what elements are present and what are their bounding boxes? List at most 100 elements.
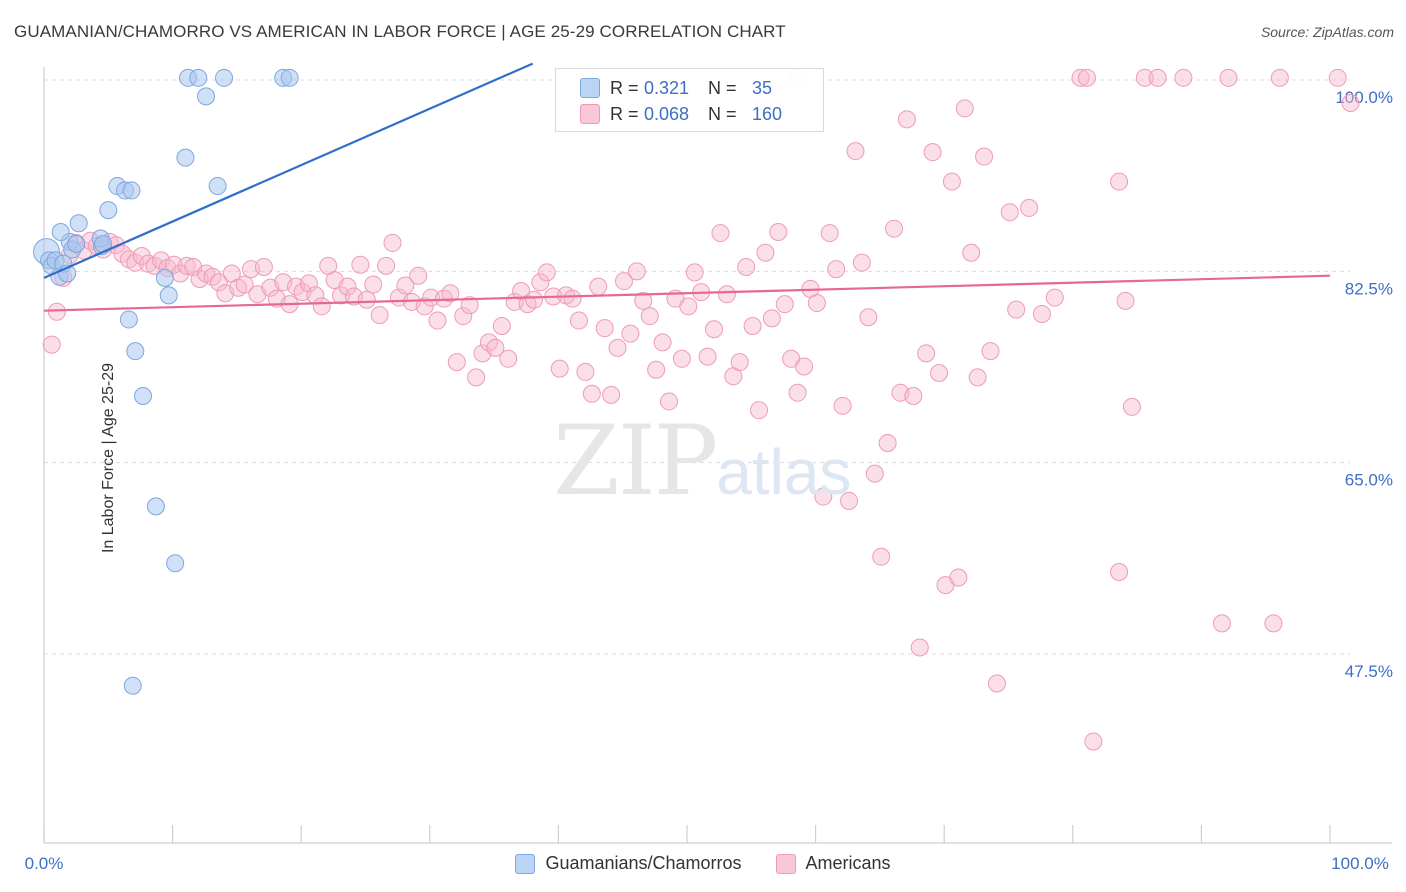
americans-point (47, 302, 66, 321)
americans-point (132, 247, 151, 266)
stats-legend: R = 0.321 N = 35 R = 0.068 N = 160 (555, 68, 824, 132)
americans-point (569, 311, 588, 330)
guamanians-point (189, 68, 208, 87)
americans-point (209, 273, 228, 292)
americans-point (769, 222, 788, 241)
americans-point (885, 219, 904, 238)
americans-point (512, 282, 531, 301)
americans-point (897, 110, 916, 129)
legend-label-americans: Americans (805, 853, 891, 873)
guamanians-trend-line (43, 62, 534, 279)
guamanians-point (208, 177, 227, 196)
americans-point (467, 368, 486, 387)
americans-point (762, 309, 781, 328)
americans-point (582, 384, 601, 403)
americans-point (531, 273, 550, 292)
americans-point (1328, 68, 1347, 87)
americans-point (370, 306, 389, 325)
guamanians-point (123, 676, 142, 695)
legend-label-guamanians: Guamanians/Chamorros (545, 853, 742, 873)
legend-item-americans: Americans (775, 853, 891, 874)
americans-point (614, 272, 633, 291)
americans-point (814, 487, 833, 506)
chart-title: GUAMANIAN/CHAMORRO VS AMERICAN IN LABOR … (14, 22, 786, 41)
americans-point (705, 320, 724, 339)
americans-point (1174, 68, 1193, 87)
americans-point (1116, 291, 1135, 310)
legend-row-guamanians: R = 0.321 N = 35 (580, 76, 772, 100)
americans-point (486, 338, 505, 357)
americans-point (338, 277, 357, 296)
americans-point (846, 142, 865, 161)
y-tick-label: 47.5% (1345, 662, 1393, 681)
americans-point (602, 385, 621, 404)
legend-n-value: 160 (752, 103, 783, 124)
americans-point (1219, 68, 1238, 87)
americans-point (923, 143, 942, 162)
americans-point (930, 364, 949, 383)
americans-point (975, 147, 994, 166)
guamanians-point (280, 68, 299, 87)
grid-lines (44, 79, 1350, 655)
americans-point (396, 276, 415, 295)
americans-point (422, 288, 441, 307)
watermark: ZIPatlas (553, 405, 851, 517)
americans-point (1007, 300, 1026, 319)
americans-point (865, 464, 884, 483)
americans-point (608, 338, 627, 357)
americans-point (840, 491, 859, 510)
americans-point (795, 357, 814, 376)
americans-point (962, 243, 981, 262)
americans-point (1212, 614, 1231, 633)
source-label: Source: ZipAtlas.com (1260, 24, 1394, 40)
americans-point (717, 285, 736, 304)
americans-point (1135, 68, 1154, 87)
guamanians-point (119, 310, 138, 329)
americans-point (672, 349, 691, 368)
americans-point (42, 335, 61, 354)
americans-point (942, 172, 961, 191)
x-tick-labels: 0.0% 100.0% (25, 854, 1389, 873)
americans-point (364, 275, 383, 294)
americans-point (852, 253, 871, 272)
americans-point (460, 296, 479, 315)
americans-point (833, 396, 852, 415)
americans-point (1110, 172, 1129, 191)
guamanians-point (99, 201, 118, 220)
americans-point (254, 257, 273, 276)
y-tick-label: 65.0% (1345, 471, 1393, 490)
x-tick-label-max: 100.0% (1331, 854, 1389, 873)
americans-point (492, 317, 511, 335)
americans-point (1084, 732, 1103, 751)
guamanians-point (176, 148, 195, 167)
americans-point (351, 255, 370, 274)
americans-point (1341, 93, 1360, 112)
guamanians-point (122, 181, 141, 200)
americans-point (621, 324, 640, 343)
guamanians-point (197, 87, 216, 106)
y-tick-label: 100.0% (1335, 88, 1393, 107)
americans-point (524, 290, 543, 309)
americans-point (177, 256, 196, 275)
americans-points (42, 68, 1360, 751)
legend-swatch-pink (775, 853, 796, 874)
americans-point (775, 295, 794, 314)
legend-swatch-pink (580, 104, 600, 124)
americans-point (807, 294, 826, 313)
trend-lines (43, 62, 1331, 312)
americans-point (409, 266, 428, 285)
americans-point (730, 353, 749, 372)
guamanians-point (69, 214, 88, 233)
americans-point (634, 291, 653, 310)
americans-point (698, 347, 717, 366)
americans-point (428, 311, 447, 330)
americans-point (1071, 68, 1090, 87)
guamanians-points (33, 68, 299, 695)
americans-point (550, 359, 569, 378)
americans-point (987, 674, 1006, 693)
americans-point (1270, 68, 1289, 87)
americans-point (685, 263, 704, 282)
americans-point (1020, 198, 1039, 217)
guamanians-point (126, 342, 145, 361)
